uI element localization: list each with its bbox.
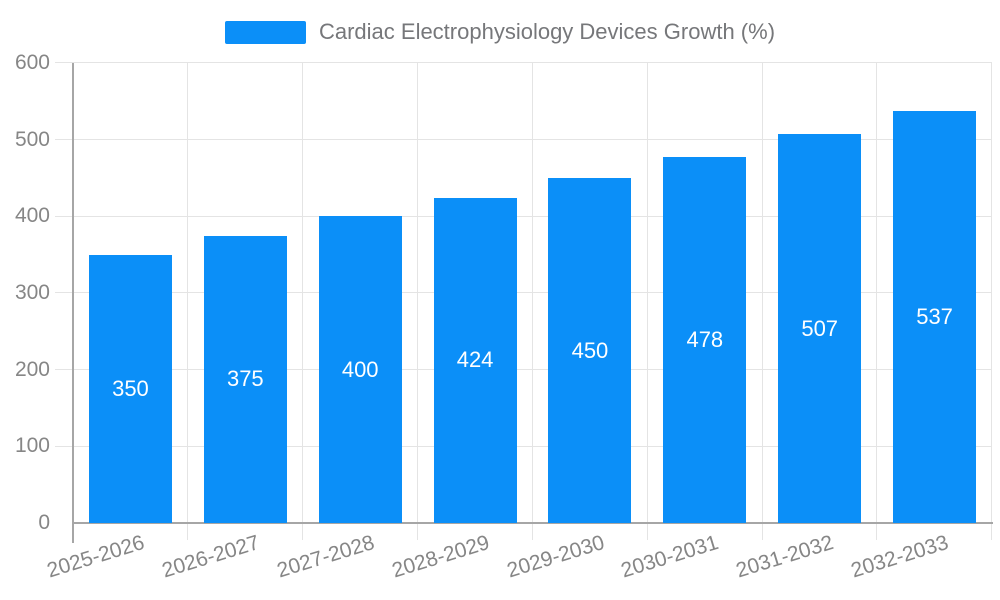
y-axis-tick-label: 600 [14, 51, 50, 74]
y-axis-line [72, 63, 74, 543]
bar[interactable] [88, 254, 172, 523]
x-axis-tick-label: 2028-2029 [389, 531, 492, 583]
x-axis-tick-label: 2025-2026 [44, 531, 148, 583]
bar-value-label: 478 [686, 326, 724, 352]
x-axis-tick-label: 2026-2027 [159, 531, 263, 583]
x-axis-tick-label: 2032-2033 [848, 531, 952, 583]
bar-value-label: 375 [226, 366, 264, 392]
y-axis-tick-label: 200 [14, 357, 50, 381]
legend-label: Cardiac Electrophysiology Devices Growth… [318, 19, 776, 44]
bar[interactable] [548, 178, 632, 523]
chart-legend[interactable]: Cardiac Electrophysiology Devices Growth… [0, 19, 1000, 45]
bar-value-label: 450 [571, 337, 609, 363]
bar-value-label: 537 [916, 304, 953, 330]
y-gridline [55, 62, 992, 64]
x-axis-tick-label: 2031-2032 [733, 531, 837, 583]
y-gridline [55, 368, 992, 370]
x-gridline [761, 63, 763, 540]
y-axis-tick-label: 100 [14, 434, 50, 458]
legend-swatch [224, 20, 306, 44]
bar-value-label: 350 [112, 375, 149, 401]
x-axis-tick-label: 2029-2030 [503, 531, 607, 583]
bar[interactable] [203, 235, 287, 523]
y-axis-tick-label: 0 [38, 511, 50, 534]
bar[interactable] [778, 134, 862, 523]
y-gridline [55, 445, 992, 447]
bar-value-label: 400 [341, 356, 379, 382]
x-gridline [646, 63, 648, 540]
x-axis-tick-label: 2027-2028 [274, 531, 377, 583]
y-axis-tick-label: 400 [14, 204, 50, 228]
y-gridline [55, 292, 992, 294]
y-gridline [55, 138, 992, 140]
bar-value-label: 507 [801, 315, 839, 341]
bar[interactable] [318, 216, 402, 523]
bar[interactable] [433, 197, 517, 523]
x-gridline [416, 63, 418, 540]
y-axis-tick-label: 500 [14, 127, 50, 151]
x-gridline [991, 63, 993, 540]
y-axis-tick-label: 300 [14, 281, 50, 304]
bar[interactable] [663, 156, 747, 523]
bar[interactable] [893, 111, 977, 523]
x-gridline [531, 63, 533, 540]
bar-value-label: 424 [456, 347, 494, 373]
x-gridline [876, 63, 878, 540]
x-gridline [302, 63, 303, 540]
x-axis-tick-label: 2030-2031 [618, 531, 722, 583]
x-gridline [187, 63, 189, 540]
x-axis-line [72, 522, 993, 524]
y-gridline [55, 215, 992, 217]
